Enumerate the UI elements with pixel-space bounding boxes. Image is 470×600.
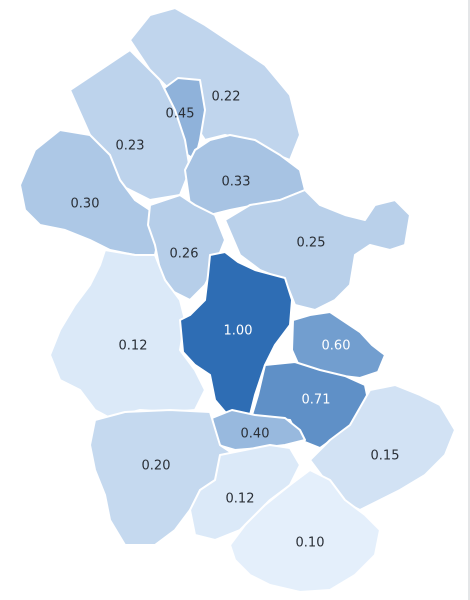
region-label-w: 0.30 <box>71 197 100 212</box>
region-south-bottom <box>229 469 381 593</box>
region-label-ne: 0.25 <box>297 236 326 251</box>
region-label-se: 0.15 <box>371 449 400 464</box>
region-label-southeast-mid: 0.71 <box>302 393 331 408</box>
region-label-center-west: 0.26 <box>170 247 199 262</box>
region-south-small <box>211 409 306 451</box>
region-label-core: 1.00 <box>224 324 253 339</box>
region-center-west <box>147 194 226 301</box>
region-label-south-small: 0.40 <box>241 427 270 442</box>
region-label-nw: 0.23 <box>116 139 145 154</box>
region-label-n-strip: 0.45 <box>166 107 195 122</box>
region-label-n-top: 0.22 <box>212 90 241 105</box>
region-label-east-mid: 0.60 <box>322 339 351 354</box>
region-label-west-large: 0.12 <box>119 339 148 354</box>
region-label-south-center: 0.12 <box>226 492 255 507</box>
region-label-n-center: 0.33 <box>222 175 251 190</box>
region-label-sw: 0.20 <box>142 459 171 474</box>
region-label-south-bottom: 0.10 <box>296 536 325 551</box>
